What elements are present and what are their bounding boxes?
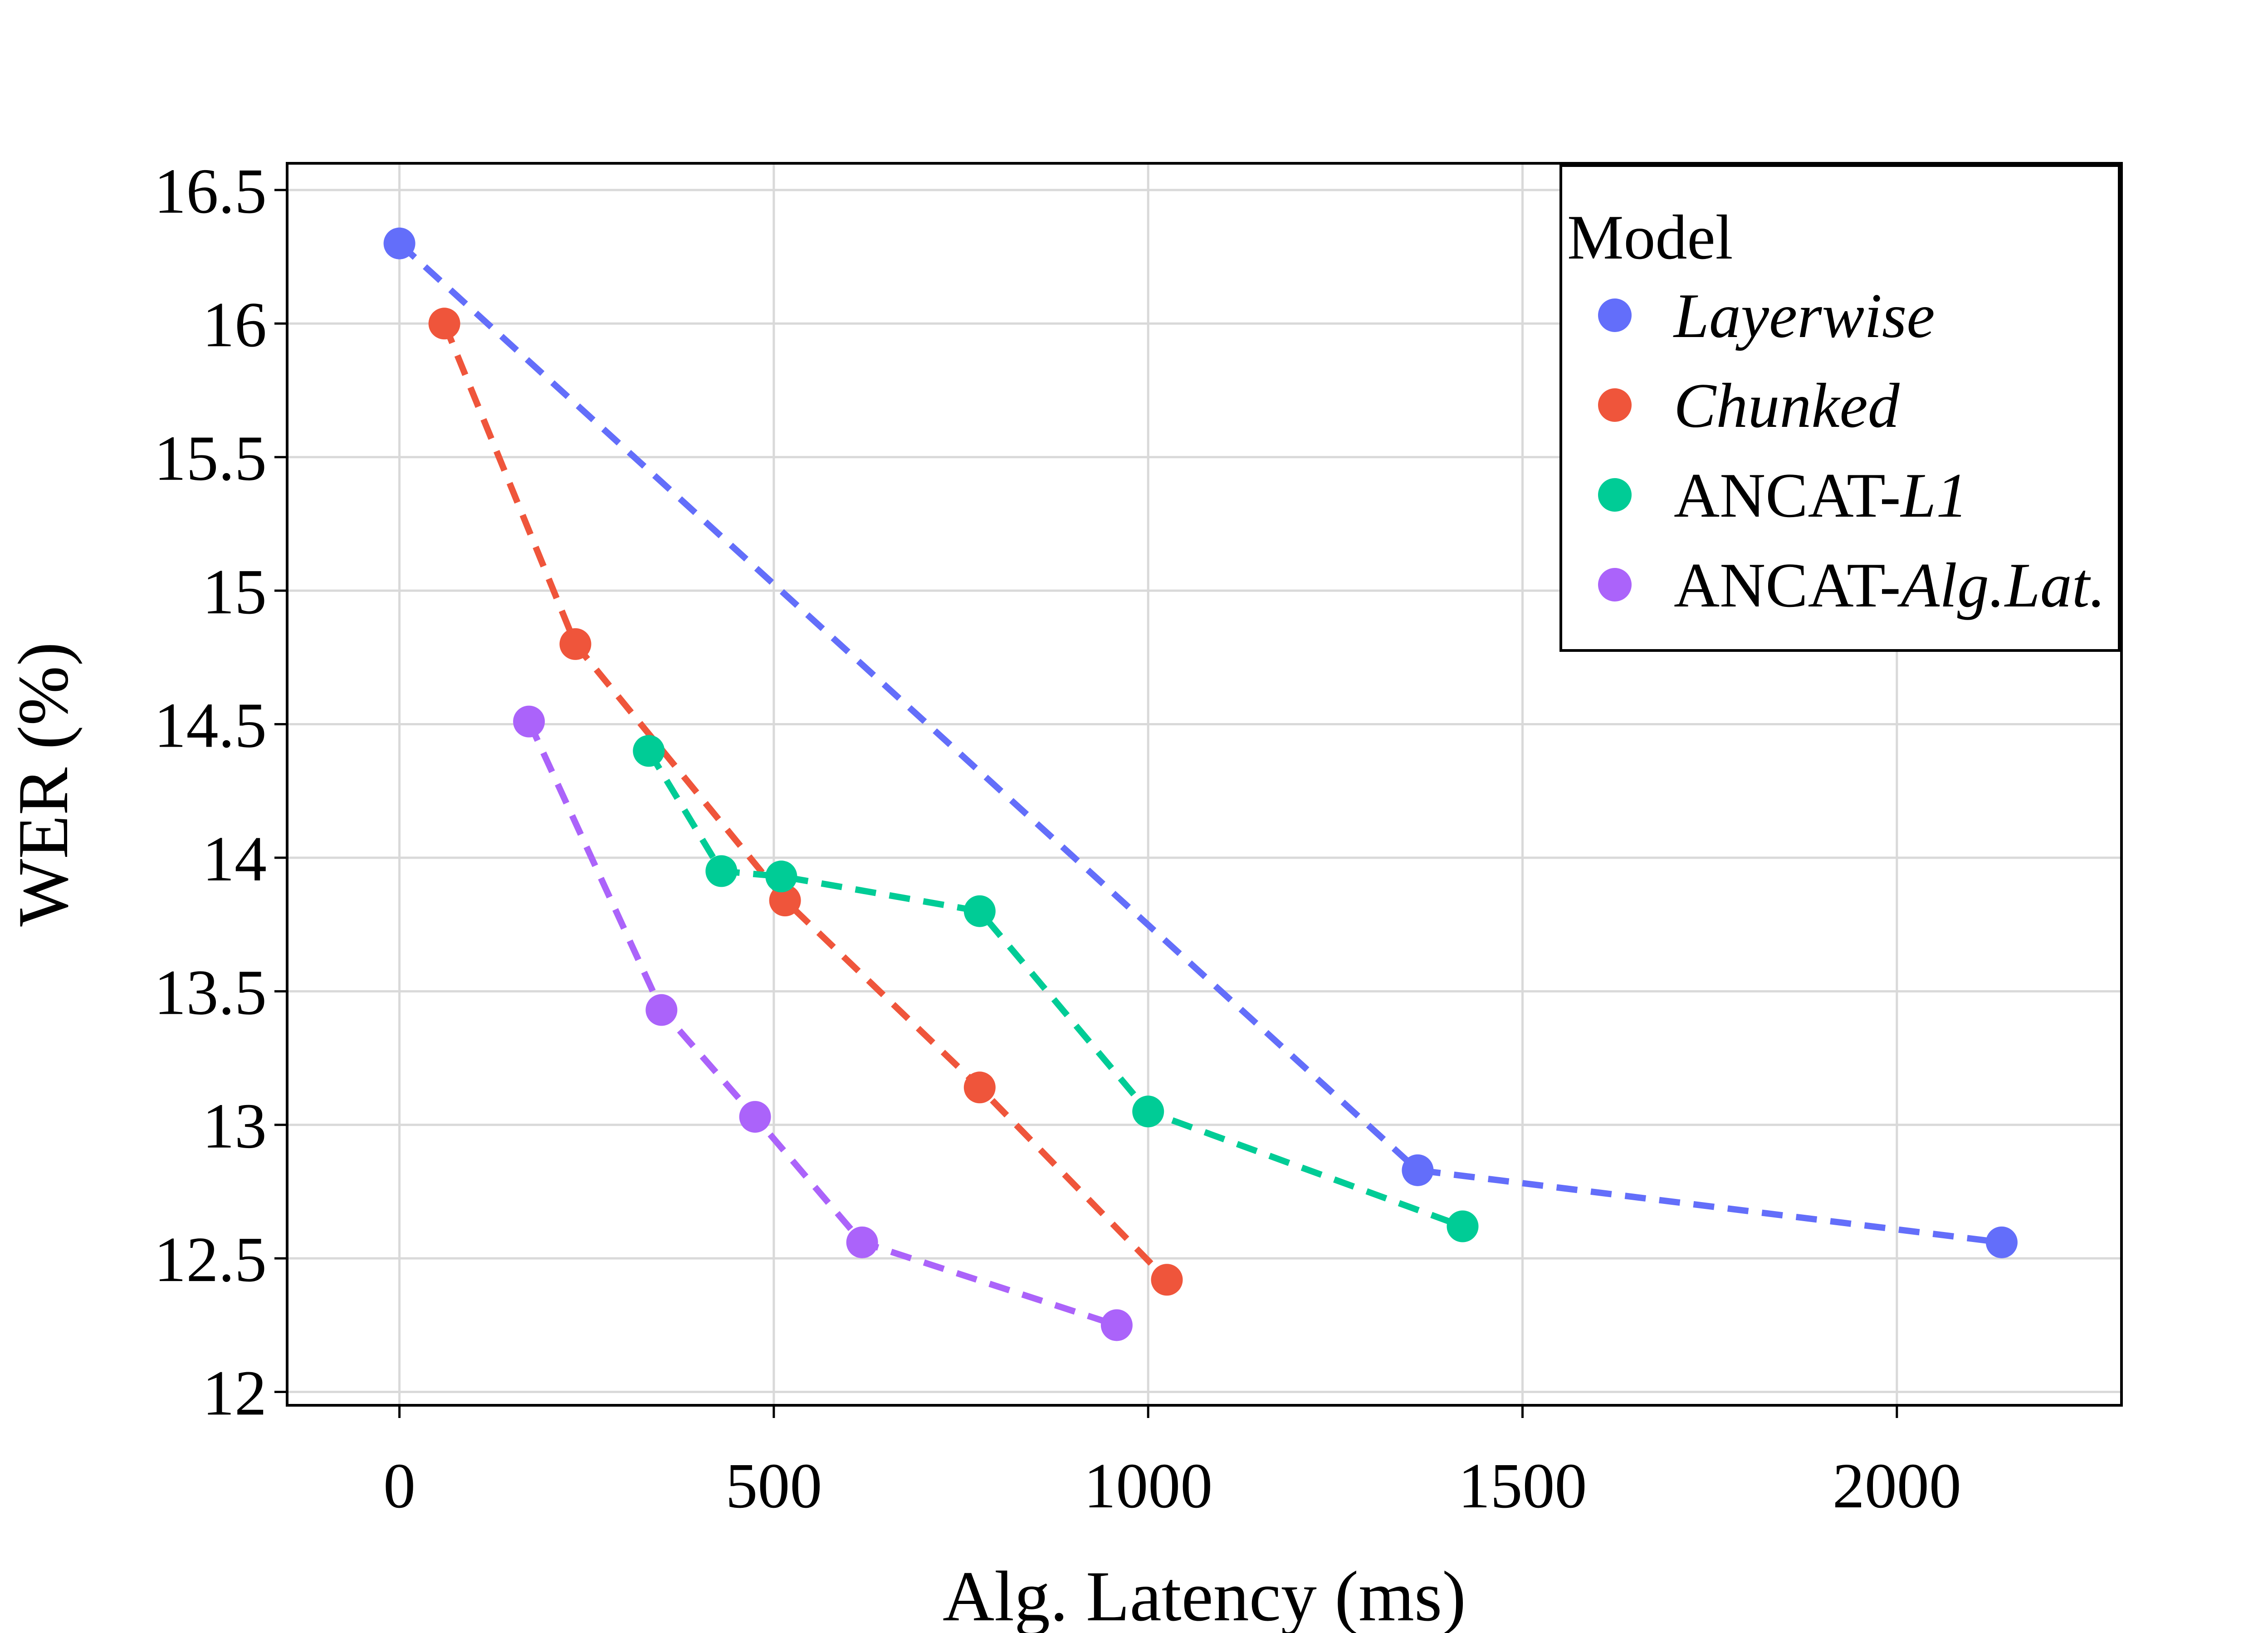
data-point-chunked <box>1151 1264 1183 1296</box>
data-point-ancat-alg-lat <box>645 994 678 1026</box>
legend: Model Layerwise Chunked ANCAT-L1 ANCAT-Alg.… <box>1559 164 2121 652</box>
y-tick-label: 16.5 <box>154 155 267 227</box>
y-tick-label: 12 <box>202 1357 267 1429</box>
x-tick-label: 1000 <box>1084 1450 1212 1521</box>
x-axis-title: Alg. Latency (ms) <box>943 1557 1466 1633</box>
legend-label-ancat-alg-lat: ANCAT-Alg.Lat. <box>1674 550 2106 621</box>
data-point-ancat-l1 <box>633 735 665 767</box>
y-tick-label: 13 <box>202 1090 267 1162</box>
data-point-chunked <box>428 308 460 340</box>
series-line-chunked <box>441 322 1169 1282</box>
legend-label-ancat-l1: ANCAT-L1 <box>1674 460 1968 531</box>
data-point-layerwise <box>383 227 415 259</box>
y-tick-label: 13.5 <box>154 956 267 1028</box>
data-point-layerwise <box>1985 1226 2018 1258</box>
y-tick-label: 15 <box>202 556 267 627</box>
grid <box>287 163 2121 1405</box>
plot-frame <box>286 162 2123 1407</box>
legend-marker-chunked <box>1598 388 1632 422</box>
data-point-ancat-alg-lat <box>513 705 545 738</box>
data-point-ancat-l1 <box>1447 1210 1479 1242</box>
legend-item-ancat-l1: ANCAT-L1 <box>1598 460 1968 531</box>
legend-label-chunked: Chunked <box>1674 371 1900 441</box>
legend-marker-layerwise <box>1598 298 1632 332</box>
legend-title: Model <box>1567 202 1733 273</box>
legend-entries: Layerwise Chunked ANCAT-L1 ANCAT-Alg.Lat. <box>1598 281 2106 621</box>
legend-label-layerwise: Layerwise <box>1673 281 1935 351</box>
x-tick-label: 0 <box>383 1450 415 1521</box>
x-tick-label: 2000 <box>1833 1450 1961 1521</box>
y-tick-label: 16 <box>202 288 267 360</box>
series-layer <box>383 227 2018 1341</box>
data-point-ancat-alg-lat <box>1100 1309 1133 1341</box>
series-line-layerwise <box>397 241 2002 1246</box>
data-point-chunked <box>963 1071 996 1104</box>
data-point-layerwise <box>1402 1154 1434 1186</box>
series-ancat-alg-lat <box>513 705 1133 1341</box>
y-tick-label: 15.5 <box>154 422 267 494</box>
legend-marker-ancat-alg-lat <box>1598 568 1632 601</box>
data-point-ancat-l1 <box>765 861 797 893</box>
tick-layer: 0 500 1000 1500 2000 12 12.5 13 13.5 14 14.5 15 15.5… <box>154 155 1961 1521</box>
series-line-ancat-l1 <box>646 749 1464 1230</box>
x-tick-label: 1500 <box>1458 1450 1587 1521</box>
series-ancat-l1 <box>633 735 1479 1242</box>
legend-item-ancat-alg-lat: ANCAT-Alg.Lat. <box>1598 550 2106 621</box>
legend-box <box>1559 164 2121 652</box>
legend-item-chunked: Chunked <box>1598 371 1900 441</box>
y-tick-label: 14 <box>202 823 267 895</box>
y-tick-label: 12.5 <box>154 1223 267 1295</box>
data-point-ancat-l1 <box>705 855 738 887</box>
data-point-chunked <box>769 885 801 917</box>
data-point-ancat-alg-lat <box>739 1101 771 1133</box>
series-layerwise <box>383 227 2018 1258</box>
series-chunked <box>428 308 1183 1296</box>
y-axis-title: WER (%) <box>4 642 83 926</box>
data-point-ancat-l1 <box>963 895 996 927</box>
legend-marker-ancat-l1 <box>1598 478 1632 512</box>
y-tick-label: 14.5 <box>154 689 267 761</box>
legend-item-layerwise: Layerwise <box>1598 281 1935 351</box>
data-point-chunked <box>559 628 591 660</box>
data-point-ancat-l1 <box>1132 1095 1164 1128</box>
x-tick-label: 500 <box>725 1450 822 1521</box>
data-point-ancat-alg-lat <box>846 1226 878 1258</box>
